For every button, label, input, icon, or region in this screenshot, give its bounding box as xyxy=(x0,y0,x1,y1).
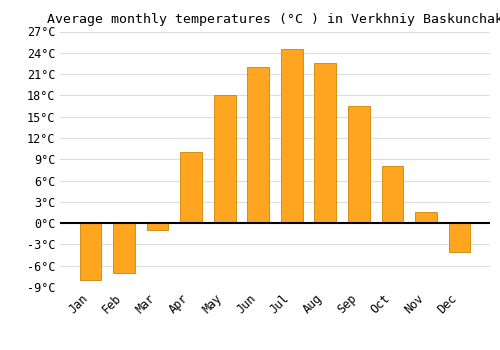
Bar xyxy=(314,63,336,223)
Bar xyxy=(415,212,437,223)
Bar xyxy=(281,49,302,223)
Title: Average monthly temperatures (°C ) in Verkhniy Baskunchak: Average monthly temperatures (°C ) in Ve… xyxy=(47,13,500,26)
Bar xyxy=(348,106,370,223)
Bar xyxy=(248,67,269,223)
Bar xyxy=(180,152,202,223)
Bar xyxy=(382,166,404,223)
Bar xyxy=(146,223,169,230)
Bar xyxy=(80,223,102,280)
Bar xyxy=(113,223,135,273)
Bar xyxy=(214,95,236,223)
Bar xyxy=(448,223,470,252)
